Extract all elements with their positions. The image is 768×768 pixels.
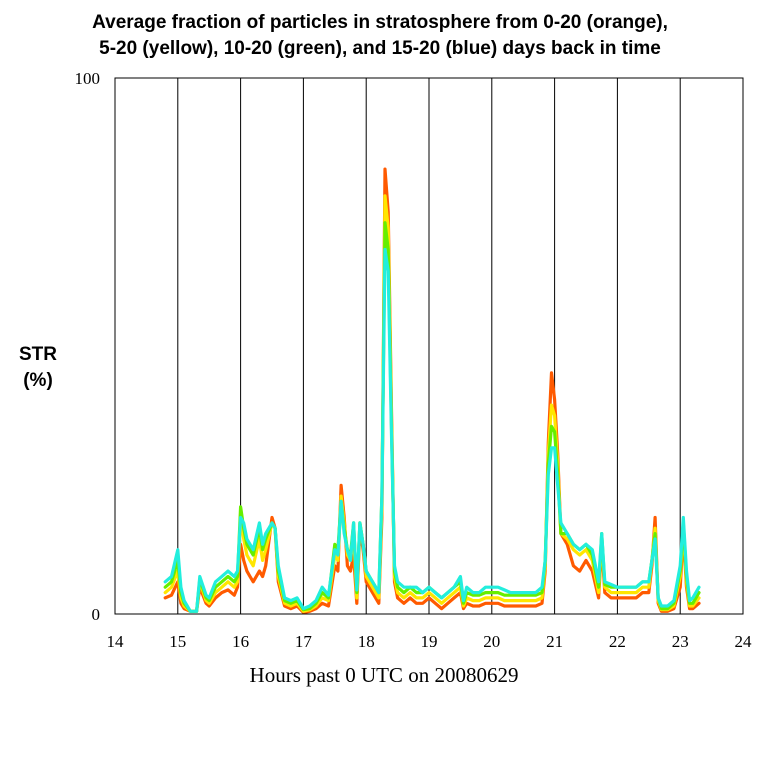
chart-title-line-2: 5-20 (yellow), 10-20 (green), and 15-20 … <box>99 38 661 59</box>
x-tick-label: 19 <box>421 632 438 651</box>
y-tick-label: 100 <box>75 69 101 88</box>
gridlines <box>177 78 681 614</box>
tick-labels: 14 15 16 17 18 19 20 21 22 23 24 0 100 <box>75 69 753 651</box>
x-tick-label: 21 <box>546 632 563 651</box>
x-tick-label: 16 <box>232 632 249 651</box>
x-tick-label: 20 <box>483 632 500 651</box>
x-tick-label: 18 <box>358 632 375 651</box>
series-lines <box>163 167 701 614</box>
series-line-1 <box>163 167 701 614</box>
x-tick-label: 23 <box>672 632 689 651</box>
series-line-4 <box>163 247 701 613</box>
x-tick-label: 17 <box>295 632 313 651</box>
plot-area-frame <box>114 77 744 615</box>
y-axis-label-line-1: STR <box>19 344 57 365</box>
x-tick-label: 24 <box>735 632 753 651</box>
x-tick-label: 22 <box>609 632 626 651</box>
x-tick-label: 15 <box>169 632 186 651</box>
chart-title-line-1: Average fraction of particles in stratos… <box>92 12 668 33</box>
series-line-2 <box>163 194 701 613</box>
y-axis-label-line-2: (%) <box>23 370 53 391</box>
series-line-3 <box>163 221 701 613</box>
x-tick-label: 14 <box>107 632 125 651</box>
y-tick-label: 0 <box>92 605 101 624</box>
x-axis-label: Hours past 0 UTC on 20080629 <box>250 663 519 687</box>
